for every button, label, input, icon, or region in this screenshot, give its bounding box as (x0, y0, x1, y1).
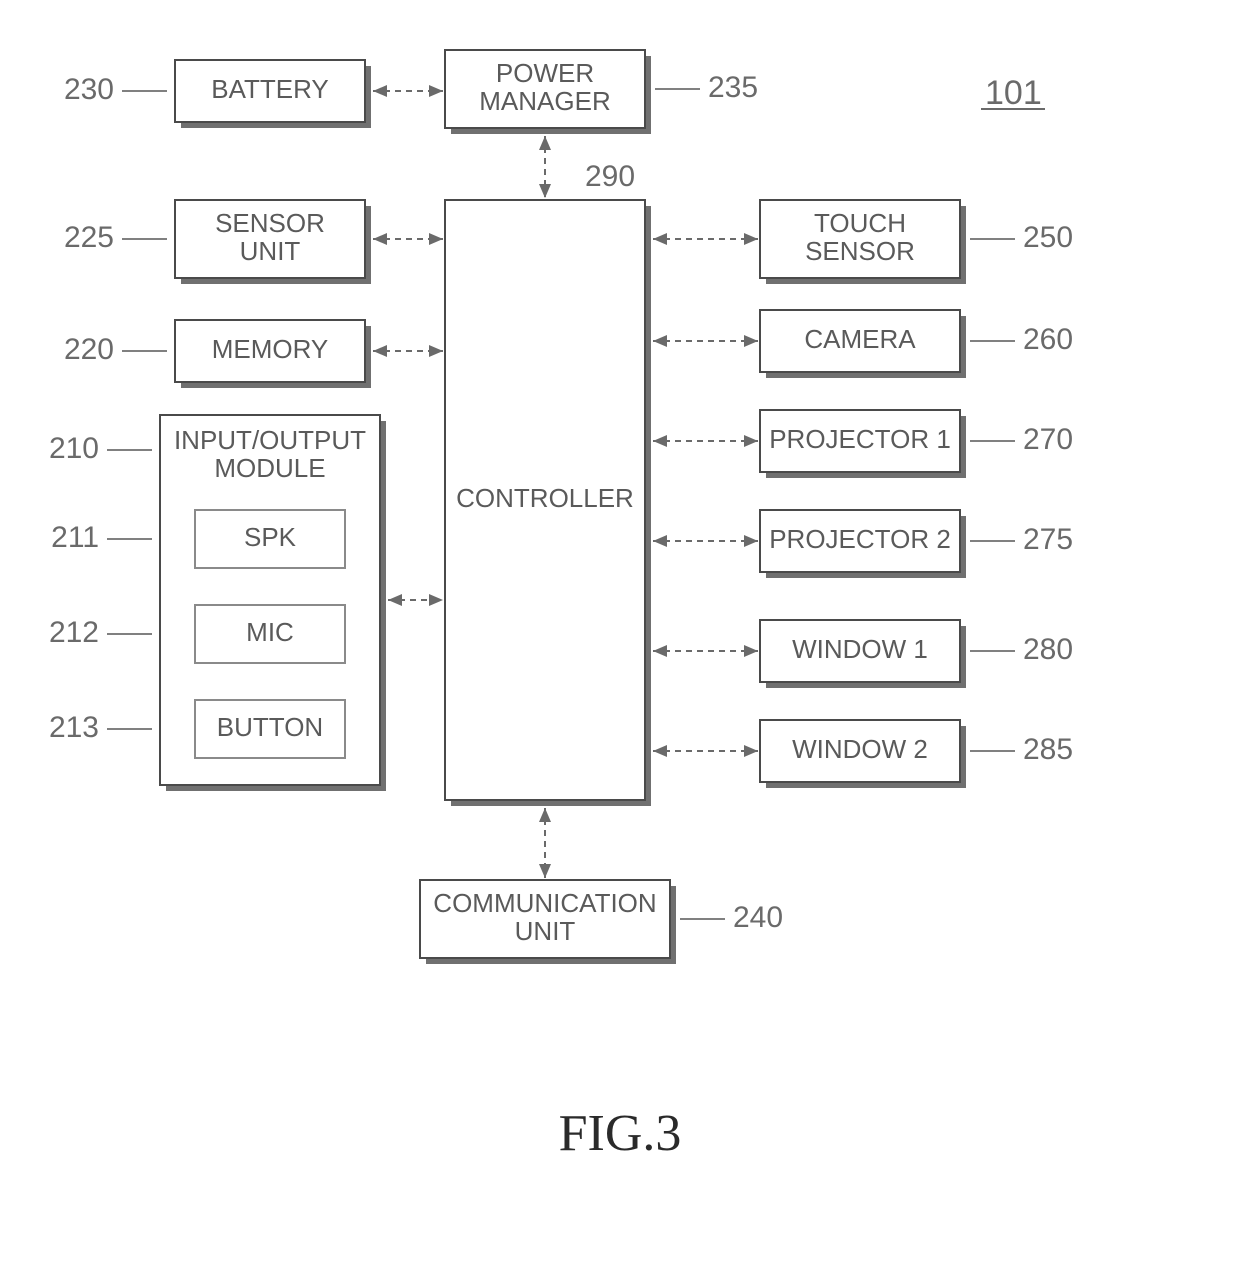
camera-ref: 260 (1023, 323, 1073, 356)
proj2-ref: 275 (1023, 523, 1073, 556)
arrowhead (653, 535, 667, 547)
arrowhead (744, 645, 758, 657)
sensor-label: SENSOR (215, 208, 325, 238)
battery-label: BATTERY (211, 74, 329, 104)
memory-ref: 220 (64, 333, 114, 366)
arrowhead (744, 745, 758, 757)
proj2-label: PROJECTOR 2 (769, 524, 951, 554)
power-ref: 235 (708, 71, 758, 104)
touch-label: SENSOR (805, 236, 915, 266)
proj1-ref: 270 (1023, 423, 1073, 456)
io-module-ref: 210 (49, 432, 99, 465)
arrowhead (744, 435, 758, 447)
arrowhead (653, 645, 667, 657)
arrowhead (539, 864, 551, 878)
arrowhead (744, 233, 758, 245)
io-item-0-label: SPK (244, 522, 297, 552)
win1-label: WINDOW 1 (792, 634, 928, 664)
arrowhead (373, 85, 387, 97)
memory-label: MEMORY (212, 334, 329, 364)
arrowhead (653, 335, 667, 347)
arrowhead (744, 535, 758, 547)
arrowhead (429, 85, 443, 97)
io-module-label: INPUT/OUTPUT (174, 425, 366, 455)
io-item-1-ref: 212 (49, 616, 99, 649)
arrowhead (373, 233, 387, 245)
sensor-ref: 225 (64, 221, 114, 254)
arrowhead (429, 233, 443, 245)
io-module-label: MODULE (214, 453, 325, 483)
win2-ref: 285 (1023, 733, 1073, 766)
arrowhead (653, 745, 667, 757)
arrowhead (539, 136, 551, 150)
figure-ref: 101 (985, 74, 1042, 112)
comm-ref: 240 (733, 901, 783, 934)
arrowhead (373, 345, 387, 357)
comm-label: UNIT (515, 916, 576, 946)
io-item-2-label: BUTTON (217, 712, 323, 742)
arrowhead (653, 435, 667, 447)
controller-label: CONTROLLER (456, 483, 634, 513)
power-label: POWER (496, 58, 594, 88)
arrowhead (744, 335, 758, 347)
proj1-label: PROJECTOR 1 (769, 424, 951, 454)
arrowhead (539, 808, 551, 822)
arrowhead (388, 594, 402, 606)
figure-caption: FIG.3 (559, 1105, 682, 1162)
comm-label: COMMUNICATION (433, 888, 656, 918)
arrowhead (653, 233, 667, 245)
win1-ref: 280 (1023, 633, 1073, 666)
battery-ref: 230 (64, 73, 114, 106)
controller-ref: 290 (585, 160, 635, 193)
sensor-label: UNIT (240, 236, 301, 266)
arrowhead (429, 594, 443, 606)
arrowhead (539, 184, 551, 198)
io-item-1-label: MIC (246, 617, 294, 647)
arrowhead (429, 345, 443, 357)
touch-ref: 250 (1023, 221, 1073, 254)
camera-label: CAMERA (804, 324, 916, 354)
touch-label: TOUCH (814, 208, 906, 238)
win2-label: WINDOW 2 (792, 734, 928, 764)
io-item-0-ref: 211 (51, 521, 99, 554)
io-item-2-ref: 213 (49, 711, 99, 744)
power-label: MANAGER (479, 86, 610, 116)
